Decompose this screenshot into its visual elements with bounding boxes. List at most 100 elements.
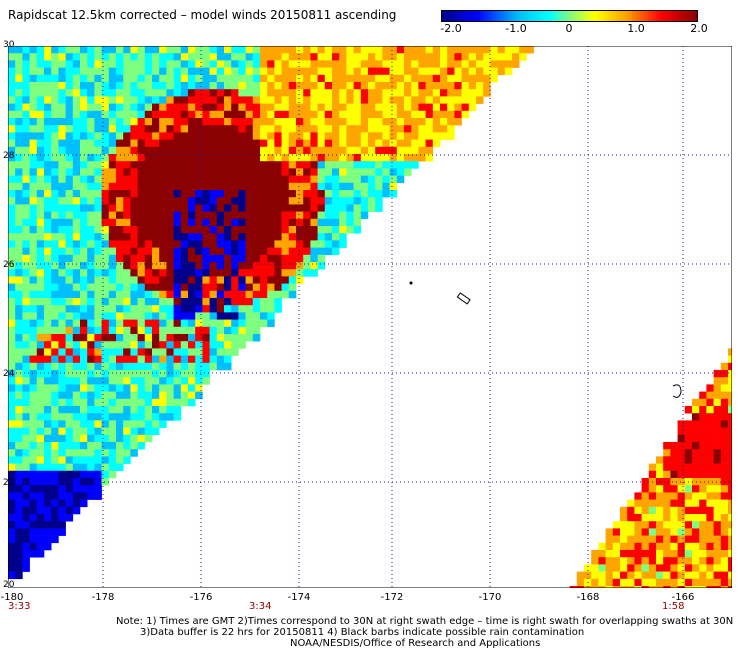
wind-cell bbox=[699, 434, 707, 443]
wind-cell bbox=[159, 391, 167, 400]
wind-cell bbox=[87, 305, 95, 313]
wind-cell bbox=[267, 247, 275, 256]
wind-cell bbox=[159, 118, 167, 126]
wind-cell bbox=[123, 161, 131, 169]
wind-cell bbox=[22, 384, 30, 392]
wind-cell bbox=[641, 550, 650, 558]
wind-cell bbox=[166, 377, 174, 385]
wind-cell bbox=[51, 110, 59, 119]
wind-cell bbox=[94, 132, 102, 140]
wind-cell bbox=[656, 478, 664, 486]
wind-cell bbox=[317, 74, 326, 83]
wind-cell bbox=[166, 413, 174, 421]
wind-cell bbox=[245, 211, 254, 220]
wind-cell bbox=[339, 89, 347, 97]
wind-cell bbox=[137, 377, 146, 385]
wind-cell bbox=[152, 362, 160, 371]
wind-cell bbox=[22, 197, 30, 205]
wind-cell bbox=[8, 240, 16, 248]
wind-cell bbox=[260, 110, 268, 119]
wind-cell bbox=[130, 218, 138, 227]
wind-cell bbox=[303, 190, 311, 198]
wind-cell bbox=[288, 139, 297, 148]
wind-cell bbox=[252, 118, 261, 126]
wind-cell bbox=[728, 456, 732, 464]
wind-cell bbox=[173, 146, 182, 155]
wind-cell bbox=[65, 96, 74, 104]
wind-cell bbox=[80, 398, 88, 407]
wind-cell bbox=[389, 168, 398, 176]
wind-cell bbox=[288, 211, 297, 220]
wind-cell bbox=[598, 578, 606, 587]
wind-cell bbox=[137, 262, 146, 270]
wind-cell bbox=[224, 218, 232, 227]
wind-cell bbox=[360, 53, 369, 61]
wind-cell bbox=[728, 370, 732, 378]
wind-cell bbox=[346, 168, 354, 176]
wind-cell bbox=[188, 240, 196, 248]
wind-cell bbox=[159, 161, 167, 169]
wind-cell bbox=[468, 74, 477, 83]
wind-cell bbox=[36, 341, 45, 349]
wind-cell bbox=[29, 456, 38, 464]
wind-cell bbox=[51, 427, 59, 436]
wind-cell bbox=[684, 449, 693, 457]
wind-cell bbox=[137, 60, 146, 68]
wind-cell bbox=[245, 290, 254, 299]
wind-cell bbox=[44, 478, 52, 486]
wind-cell bbox=[454, 67, 462, 76]
wind-cell bbox=[36, 362, 45, 371]
wind-cell bbox=[173, 334, 182, 342]
wind-cell bbox=[216, 154, 225, 162]
wind-cell bbox=[72, 74, 81, 83]
wind-cell bbox=[728, 492, 732, 500]
wind-cell bbox=[216, 211, 225, 220]
wind-cell bbox=[699, 557, 707, 565]
wind-cell bbox=[440, 96, 448, 104]
wind-cell bbox=[252, 53, 261, 61]
wind-cell bbox=[8, 362, 16, 371]
wind-cell bbox=[51, 254, 59, 263]
wind-cell bbox=[195, 82, 203, 90]
wind-cell bbox=[72, 305, 81, 313]
wind-cell bbox=[130, 269, 138, 277]
wind-cell bbox=[684, 470, 693, 479]
wind-cell bbox=[224, 348, 232, 356]
wind-cell bbox=[72, 247, 81, 256]
wind-cell bbox=[130, 326, 138, 335]
wind-cell bbox=[627, 514, 635, 522]
wind-cell bbox=[173, 74, 182, 83]
wind-cell bbox=[188, 146, 196, 155]
wind-cell bbox=[245, 139, 254, 148]
wind-cell bbox=[202, 118, 210, 126]
wind-cell bbox=[101, 110, 110, 119]
wind-cell bbox=[411, 82, 419, 90]
wind-cell bbox=[346, 146, 354, 155]
wind-cell bbox=[8, 348, 16, 356]
wind-cell bbox=[411, 154, 419, 162]
wind-cell bbox=[123, 67, 131, 76]
wind-cell bbox=[296, 118, 304, 126]
wind-cell bbox=[267, 182, 275, 191]
lon-tick: -168 bbox=[576, 592, 600, 603]
wind-cell bbox=[29, 521, 38, 529]
wind-cell bbox=[440, 110, 448, 119]
wind-cell bbox=[274, 118, 282, 126]
wind-cell bbox=[627, 578, 635, 587]
wind-cell bbox=[44, 348, 52, 356]
wind-cell bbox=[346, 154, 354, 162]
wind-cell bbox=[202, 341, 210, 349]
wind-cell bbox=[180, 60, 189, 68]
wind-cell bbox=[87, 341, 95, 349]
wind-cell bbox=[245, 74, 254, 83]
wind-cell bbox=[108, 60, 117, 68]
wind-cell bbox=[274, 269, 282, 277]
wind-cell bbox=[36, 391, 45, 400]
island-outline bbox=[456, 292, 471, 305]
wind-cell bbox=[231, 204, 239, 212]
wind-cell bbox=[159, 218, 167, 227]
wind-cell bbox=[72, 262, 81, 270]
wind-cell bbox=[44, 154, 52, 162]
wind-cell bbox=[101, 427, 110, 436]
wind-cell bbox=[108, 211, 117, 220]
